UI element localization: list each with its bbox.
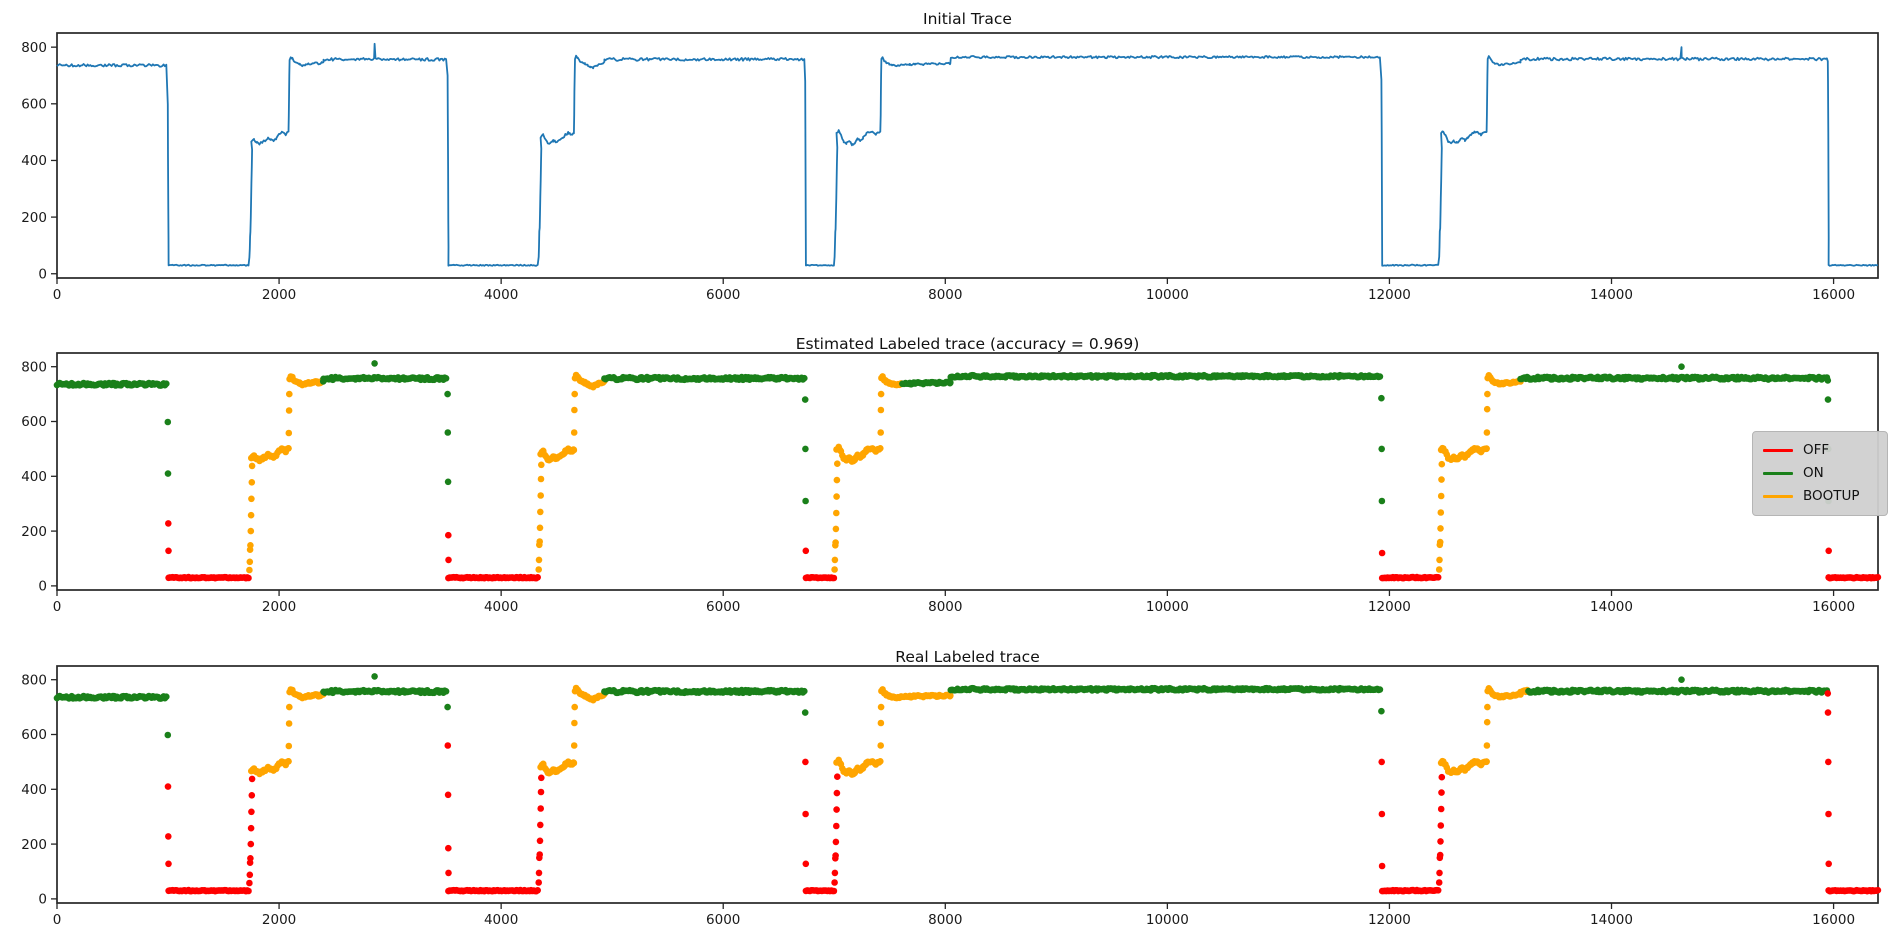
x-tick-label: 6000 [706, 912, 740, 928]
x-tick-label: 4000 [484, 912, 518, 928]
x-tick-label: 12000 [1368, 599, 1411, 615]
x-ticks: 0 2000 4000 6000 8000 10000 12000 14000 16000 [53, 278, 1855, 303]
y-tick-label: 400 [21, 782, 47, 798]
x-tick-label: 2000 [262, 599, 296, 615]
panel-title-real-labeled-trace: Real Labeled trace [895, 648, 1040, 666]
x-tick-label: 12000 [1368, 287, 1411, 303]
y-tick-label: 800 [21, 672, 47, 688]
x-tick-label: 10000 [1146, 599, 1189, 615]
x-tick-label: 16000 [1812, 287, 1855, 303]
y-tick-label: 800 [21, 359, 47, 375]
y-tick-label: 200 [21, 524, 47, 540]
legend-row-bootup: BOOTUP [1763, 485, 1877, 508]
legend-label-bootup: BOOTUP [1803, 487, 1860, 504]
y-tick-label: 0 [38, 892, 47, 908]
legend-label-on: ON [1803, 464, 1824, 481]
legend-row-off: OFF [1763, 439, 1877, 462]
initial-trace-plot: 0 2000 4000 6000 8000 10000 12000 14000 16000 0 20… [21, 32, 1879, 303]
x-tick-label: 8000 [928, 287, 962, 303]
panel-initial-trace: Initial Trace 0 2000 4000 6000 8000 10000 1200… [0, 0, 1891, 320]
real-labeled-trace-plot: 0 2000 4000 6000 8000 10000 12000 14000 16000 0 20… [21, 665, 1882, 928]
y-tick-label: 200 [21, 210, 47, 226]
plot-frame [56, 32, 1879, 279]
legend-label-off: OFF [1803, 441, 1830, 458]
y-tick-label: 200 [21, 837, 47, 853]
panel-estimated-labeled-trace: Estimated Labeled trace (accuracy = 0.96… [0, 320, 1891, 633]
y-ticks: 0 200 400 600 800 [21, 40, 57, 282]
scatter-dots [53, 673, 1882, 895]
x-tick-label: 2000 [262, 287, 296, 303]
y-ticks: 0 200 400 600 800 [21, 359, 57, 595]
x-tick-label: 14000 [1590, 287, 1633, 303]
trace-line [56, 42, 1879, 267]
x-tick-label: 0 [53, 599, 62, 615]
legend-line-bootup [1763, 495, 1793, 498]
y-tick-label: 800 [21, 40, 47, 56]
x-tick-label: 8000 [928, 599, 962, 615]
y-tick-label: 600 [21, 727, 47, 743]
x-tick-label: 0 [53, 912, 62, 928]
x-tick-label: 2000 [262, 912, 296, 928]
x-tick-label: 16000 [1812, 599, 1855, 615]
x-tick-label: 14000 [1590, 912, 1633, 928]
plot-frame [56, 665, 1879, 904]
x-tick-label: 8000 [928, 912, 962, 928]
x-tick-label: 6000 [706, 599, 740, 615]
y-tick-label: 0 [38, 579, 47, 595]
x-ticks: 0 2000 4000 6000 8000 10000 12000 14000 16000 [53, 590, 1855, 615]
y-tick-label: 600 [21, 414, 47, 430]
x-tick-label: 4000 [484, 287, 518, 303]
x-tick-label: 10000 [1146, 287, 1189, 303]
x-tick-label: 12000 [1368, 912, 1411, 928]
x-tick-label: 16000 [1812, 912, 1855, 928]
legend: OFF ON BOOTUP [1752, 431, 1888, 516]
panel-real-labeled-trace: Real Labeled trace 0 2000 4000 6000 8000 1000… [0, 633, 1891, 944]
x-tick-label: 6000 [706, 287, 740, 303]
y-tick-label: 0 [38, 266, 47, 282]
x-tick-label: 0 [53, 287, 62, 303]
y-tick-label: 400 [21, 153, 47, 169]
y-ticks: 0 200 400 600 800 [21, 672, 57, 908]
legend-row-on: ON [1763, 462, 1877, 485]
x-ticks: 0 2000 4000 6000 8000 10000 12000 14000 16000 [53, 903, 1855, 928]
legend-line-off [1763, 449, 1793, 452]
legend-line-on [1763, 472, 1793, 475]
estimated-labeled-trace-plot: 0 2000 4000 6000 8000 10000 12000 14000 16000 0 20… [21, 352, 1882, 615]
x-tick-label: 4000 [484, 599, 518, 615]
panel-title-estimated-labeled-trace: Estimated Labeled trace (accuracy = 0.96… [795, 335, 1140, 353]
panel-title-initial-trace: Initial Trace [923, 10, 1012, 28]
x-tick-label: 10000 [1146, 912, 1189, 928]
y-tick-label: 600 [21, 97, 47, 113]
plot-frame [56, 352, 1879, 591]
y-tick-label: 400 [21, 469, 47, 485]
x-tick-label: 14000 [1590, 599, 1633, 615]
scatter-dots [53, 360, 1882, 582]
